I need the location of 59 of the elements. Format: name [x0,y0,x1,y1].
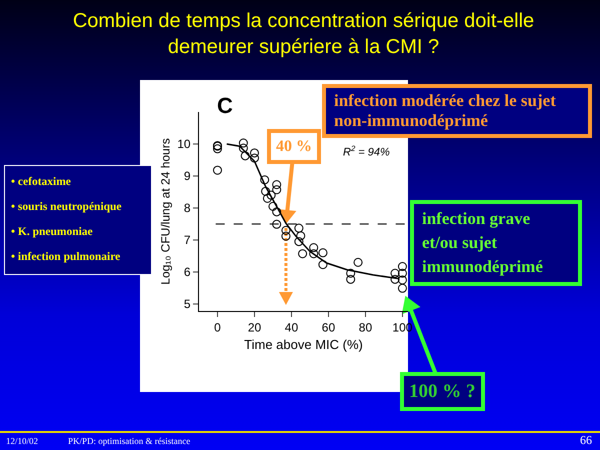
point [250,154,259,163]
point [318,260,328,270]
point [390,274,400,284]
y-tick-label: 9 [184,169,191,184]
point [398,275,407,284]
text: 12/10/02 [6,436,38,446]
point [294,237,304,246]
x-tick-label: 0 [214,320,222,334]
point [268,202,278,211]
text: 66 [580,433,592,448]
chart-title: Combien de temps la concentration sérique doit-elle demeurer supériere à la CMI ? [72,10,534,58]
x-tick-label: 40 [284,320,298,334]
point [296,231,306,240]
point [272,207,282,216]
point [238,144,248,153]
point [260,175,270,184]
y-tick-label: 6 [184,265,191,280]
text: PK/PD: optimisation & résistance [68,436,190,446]
point [398,284,407,293]
point [213,144,222,154]
point [398,262,407,272]
point [261,186,270,196]
annotation: 40 % [276,138,312,155]
point [398,268,407,278]
point [272,220,282,229]
annotation: 100 % ? [409,381,476,402]
point [281,232,290,241]
point [240,151,250,160]
point [390,268,400,278]
point [346,274,356,284]
text: infection grave et/ou sujet immunodéprimé [410,200,582,286]
annotation: R$^{2}$ = 94% [343,144,390,159]
point [266,190,276,200]
point [346,268,356,278]
point [309,243,318,252]
annotation: C [217,93,233,118]
point [281,226,290,235]
text: • cefotaxime • souris neutropénique • K. pneumoniae • infection pulmonaire [4,165,152,275]
point [294,224,304,233]
y-tick-label: 8 [184,201,191,216]
point [262,194,272,203]
annotation: infection modérée chez le sujet non-immunodéprimé [322,84,592,138]
point [272,180,282,190]
point [238,138,248,148]
point [298,249,308,258]
x-tick-label: 60 [322,320,336,334]
x-tick-label: 20 [248,320,262,334]
point [250,148,259,158]
point [272,185,282,194]
x-axis-title: Time above MIC (%) [244,337,363,352]
x-tick-label: 80 [358,320,372,334]
point [309,249,318,258]
y-tick-label: 10 [177,137,191,152]
point [354,258,363,267]
y-tick-label: 7 [184,233,191,248]
point [213,166,222,175]
y-axis-title: Log₁₀ CFU/lung at 24 hours [158,138,173,285]
y-tick-label: 5 [184,297,191,312]
point [318,248,328,258]
